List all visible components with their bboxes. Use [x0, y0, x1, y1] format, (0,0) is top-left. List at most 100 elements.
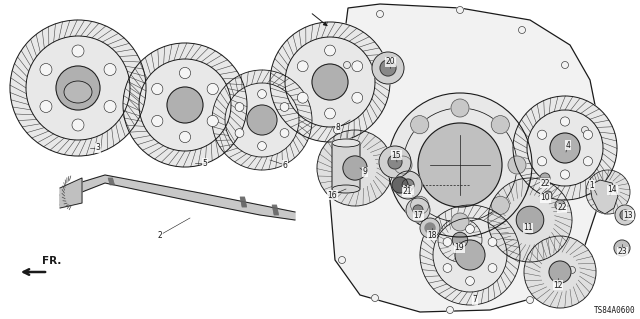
Text: 21: 21 [403, 188, 412, 197]
Circle shape [394, 171, 422, 199]
Text: TS84A0600: TS84A0600 [595, 306, 636, 315]
Circle shape [418, 123, 502, 207]
Circle shape [324, 108, 335, 119]
Circle shape [443, 263, 452, 272]
Circle shape [538, 157, 547, 166]
Circle shape [583, 130, 593, 139]
Circle shape [524, 236, 596, 308]
Circle shape [352, 92, 363, 103]
Circle shape [561, 170, 570, 179]
Circle shape [324, 45, 335, 56]
Circle shape [371, 294, 378, 301]
Ellipse shape [332, 185, 360, 193]
Circle shape [447, 307, 454, 314]
Text: 15: 15 [403, 186, 413, 195]
Circle shape [451, 99, 469, 117]
Circle shape [443, 238, 452, 246]
Circle shape [488, 263, 497, 272]
Text: 9: 9 [363, 167, 367, 176]
Circle shape [152, 83, 163, 95]
Circle shape [167, 87, 203, 123]
Circle shape [516, 206, 544, 234]
Circle shape [280, 103, 289, 111]
Circle shape [235, 103, 244, 111]
Circle shape [72, 45, 84, 57]
Text: 15: 15 [391, 151, 401, 160]
Circle shape [394, 156, 412, 174]
Circle shape [104, 100, 116, 113]
Circle shape [235, 129, 244, 137]
Circle shape [593, 197, 600, 204]
Circle shape [258, 142, 266, 150]
Circle shape [379, 146, 411, 178]
Circle shape [343, 156, 367, 180]
Circle shape [586, 170, 630, 214]
Text: 7: 7 [472, 295, 477, 305]
Circle shape [402, 179, 414, 191]
Circle shape [411, 116, 429, 134]
Circle shape [615, 205, 635, 225]
Text: 22: 22 [540, 179, 550, 188]
Text: 19: 19 [454, 243, 464, 253]
Circle shape [388, 93, 532, 237]
Circle shape [413, 205, 423, 215]
Circle shape [583, 157, 593, 166]
Circle shape [247, 105, 277, 135]
Text: 2: 2 [157, 231, 163, 240]
Circle shape [372, 52, 404, 84]
Circle shape [207, 115, 218, 127]
Circle shape [527, 296, 534, 303]
Text: 3: 3 [95, 144, 100, 152]
Circle shape [568, 266, 575, 273]
Circle shape [602, 185, 614, 199]
Text: 20: 20 [385, 57, 395, 66]
Text: 11: 11 [524, 224, 532, 233]
Circle shape [466, 277, 474, 286]
Circle shape [492, 116, 509, 134]
Circle shape [411, 196, 429, 214]
Circle shape [492, 196, 509, 214]
Circle shape [452, 232, 468, 248]
Circle shape [298, 61, 308, 72]
Circle shape [72, 119, 84, 131]
Circle shape [513, 96, 617, 200]
Circle shape [518, 26, 525, 33]
Circle shape [488, 178, 572, 262]
Text: 1: 1 [589, 181, 595, 189]
Circle shape [330, 191, 337, 198]
Circle shape [406, 198, 430, 222]
Circle shape [388, 155, 402, 169]
Text: 14: 14 [607, 186, 617, 195]
Circle shape [317, 130, 393, 206]
Circle shape [270, 22, 390, 142]
Circle shape [420, 205, 520, 305]
Circle shape [207, 83, 218, 95]
Circle shape [10, 20, 146, 156]
Circle shape [488, 238, 497, 246]
Circle shape [123, 43, 247, 167]
Circle shape [280, 129, 289, 137]
Circle shape [179, 67, 191, 78]
Circle shape [420, 218, 440, 238]
Circle shape [456, 6, 463, 13]
Circle shape [425, 223, 435, 233]
Circle shape [352, 61, 363, 72]
Circle shape [344, 62, 351, 69]
Circle shape [549, 261, 571, 283]
Circle shape [561, 62, 568, 69]
Circle shape [104, 63, 116, 76]
Circle shape [298, 92, 308, 103]
Circle shape [544, 191, 552, 199]
Circle shape [555, 200, 565, 210]
Circle shape [56, 66, 100, 110]
Circle shape [312, 64, 348, 100]
Circle shape [582, 127, 589, 133]
Text: FR.: FR. [42, 256, 61, 266]
Text: 10: 10 [540, 194, 550, 203]
Text: 23: 23 [617, 248, 627, 256]
Circle shape [508, 156, 526, 174]
Circle shape [179, 131, 191, 143]
Circle shape [561, 117, 570, 126]
Ellipse shape [64, 81, 92, 103]
Polygon shape [60, 178, 82, 208]
